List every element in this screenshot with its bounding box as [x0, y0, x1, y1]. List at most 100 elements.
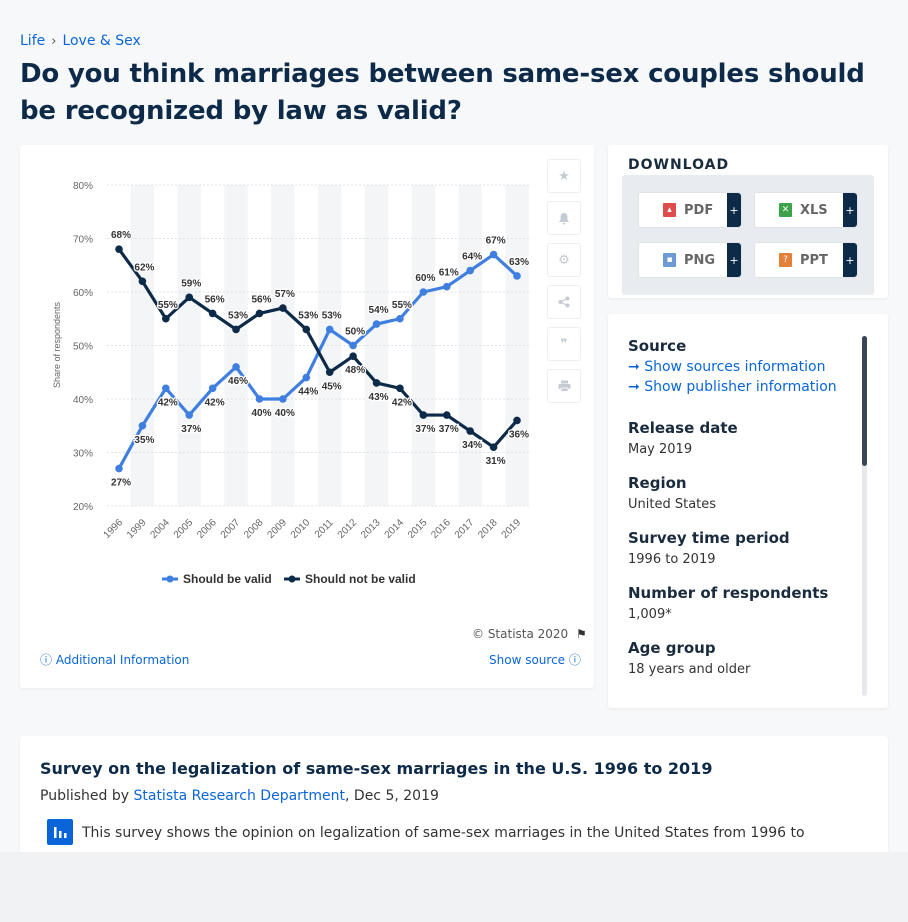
download-png-button[interactable]: ▪ PNG +: [638, 242, 742, 278]
breadcrumb-love-sex[interactable]: Love & Sex: [62, 33, 141, 49]
info-icon: ⓘ: [568, 653, 581, 667]
download-box: ▴ PDF + ✕ XLS + ▪ PNG + ? PPT +: [622, 175, 874, 295]
download-png-plus[interactable]: +: [727, 243, 741, 277]
data-label: 64%: [462, 252, 482, 263]
data-label: 34%: [462, 440, 482, 451]
show-sources-label: Show sources information: [644, 359, 826, 375]
x-tick-label: 2011: [313, 517, 336, 540]
x-tick-label: 1996: [102, 517, 126, 541]
data-point: [232, 325, 240, 334]
data-point: [185, 411, 194, 419]
share-icon[interactable]: [547, 285, 581, 319]
download-pdf-label: PDF: [684, 202, 714, 218]
print-icon[interactable]: [547, 369, 581, 403]
y-axis-label: Share of respondents: [52, 301, 62, 388]
survey-period-value: 1996 to 2019: [628, 552, 716, 567]
show-source-link[interactable]: Show source ⓘ: [489, 651, 581, 668]
data-point: [372, 320, 381, 328]
breadcrumb-life[interactable]: Life: [20, 33, 46, 49]
data-point: [349, 352, 357, 360]
show-source-label: Show source: [489, 653, 566, 667]
data-point: [419, 288, 428, 296]
survey-period-section: Survey time period 1996 to 2019: [628, 529, 790, 567]
data-label: 42%: [205, 397, 225, 408]
data-point: [208, 384, 217, 393]
breadcrumb-separator: ›: [51, 33, 57, 49]
bell-icon[interactable]: [547, 201, 581, 235]
source-scrollbar-track[interactable]: [862, 336, 867, 696]
age-group-value: 18 years and older: [628, 662, 751, 677]
flag-icon[interactable]: ⚑: [576, 627, 587, 641]
data-label: 44%: [298, 387, 318, 398]
legend-marker: [166, 575, 174, 583]
published-by: Published by Statista Research Departmen…: [40, 788, 439, 804]
additional-info-link[interactable]: ⓘ Additional Information: [40, 651, 189, 668]
show-publisher-link[interactable]: ➞ Show publisher information: [628, 379, 837, 395]
data-label: 40%: [251, 408, 271, 419]
gear-icon[interactable]: ⚙: [547, 243, 581, 277]
bottom-bar: [0, 852, 908, 922]
data-point: [138, 277, 147, 286]
download-ppt-plus[interactable]: +: [843, 243, 857, 277]
survey-period-label: Survey time period: [628, 529, 790, 547]
description-title: Survey on the legalization of same-sex m…: [40, 759, 713, 778]
data-label: 40%: [275, 408, 295, 419]
pdf-file-icon: ▴: [663, 203, 676, 217]
data-point: [185, 293, 194, 302]
respondents-label: Number of respondents: [628, 584, 829, 602]
download-xls-plus[interactable]: +: [843, 193, 857, 227]
x-tick-label: 2009: [265, 517, 289, 541]
data-point: [208, 309, 217, 318]
release-date-value: May 2019: [628, 442, 693, 457]
age-group-section: Age group 18 years and older: [628, 639, 750, 677]
x-tick-label: 2018: [476, 517, 500, 541]
data-label: 53%: [322, 310, 342, 321]
publisher-link[interactable]: Statista Research Department: [133, 788, 346, 804]
download-pdf-button[interactable]: ▴ PDF +: [638, 192, 742, 228]
download-png-label: PNG: [684, 252, 716, 268]
download-pdf-plus[interactable]: +: [727, 193, 741, 227]
data-label: 50%: [345, 327, 365, 338]
x-tick-label: 2008: [242, 517, 266, 541]
x-tick-label: 2015: [406, 517, 430, 541]
data-point: [396, 384, 404, 393]
download-title: DOWNLOAD: [628, 157, 730, 173]
data-point: [115, 464, 123, 473]
data-point: [138, 421, 147, 430]
data-label: 43%: [369, 392, 389, 403]
additional-info-label: Additional Information: [55, 653, 190, 667]
age-group-label: Age group: [628, 639, 716, 657]
ppt-file-icon: ?: [779, 253, 792, 267]
x-tick-label: 2010: [289, 517, 313, 541]
data-label: 56%: [205, 294, 225, 305]
data-point: [279, 304, 287, 312]
data-label: 45%: [322, 381, 342, 392]
quote-icon[interactable]: ❞: [547, 327, 581, 361]
copyright: © Statista 2020 ⚑: [472, 627, 587, 641]
download-xls-label: XLS: [800, 202, 828, 218]
source-scrollbar-thumb[interactable]: [862, 336, 867, 466]
source-heading: Source: [628, 337, 687, 355]
data-label: 37%: [439, 424, 459, 435]
show-sources-link[interactable]: ➞ Show sources information: [628, 359, 837, 375]
data-point: [489, 443, 498, 451]
download-ppt-button[interactable]: ? PPT +: [754, 242, 858, 278]
data-label: 53%: [228, 310, 248, 321]
download-ppt-label: PPT: [800, 252, 828, 268]
data-point: [162, 384, 170, 393]
data-label: 61%: [439, 268, 459, 279]
published-prefix: Published by: [40, 788, 134, 804]
legend-marker: [288, 575, 296, 583]
download-xls-button[interactable]: ✕ XLS +: [754, 192, 858, 228]
y-tick-label: 70%: [73, 235, 93, 246]
breadcrumb: Life › Love & Sex: [20, 33, 141, 49]
column-band: [130, 185, 155, 506]
data-point: [442, 411, 451, 419]
page-title: Do you think marriages between same-sex …: [20, 59, 865, 126]
star-icon[interactable]: ★: [547, 159, 581, 193]
x-tick-label: 2019: [500, 517, 524, 541]
data-label: 36%: [509, 429, 529, 440]
x-tick-label: 2006: [195, 517, 219, 541]
legend-label: Should be valid: [183, 572, 272, 586]
y-tick-label: 60%: [73, 288, 93, 299]
